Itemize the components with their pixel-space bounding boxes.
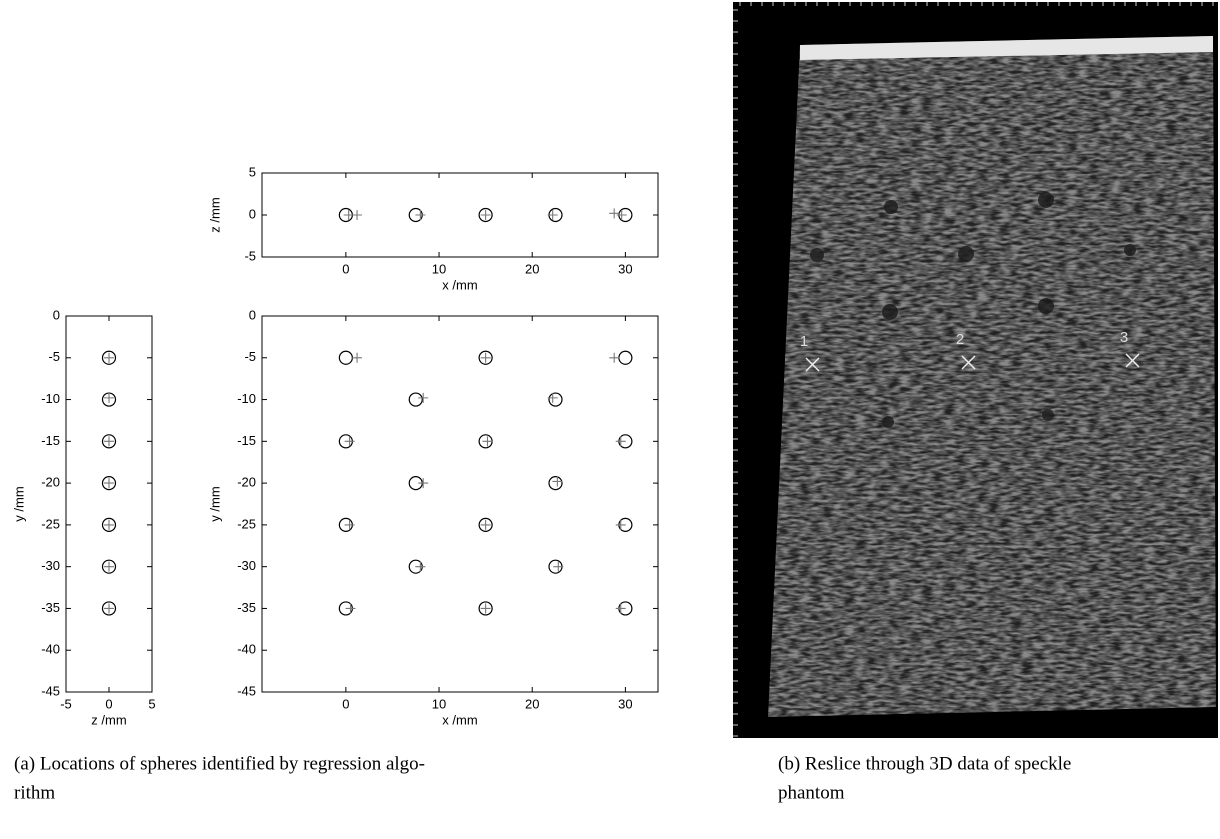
x-axis-label: x /mm [442,277,477,292]
estimate-marker [547,210,558,220]
estimate-marker [104,392,114,403]
sphere-marker [478,517,493,532]
x-tick-label: 20 [525,696,539,711]
estimate-marker [344,436,355,447]
estimate-marker [104,603,114,614]
estimate-marker [609,352,620,363]
sphere-marker [101,476,117,491]
ultrasound-image [733,2,1218,738]
y-tick-label: 0 [249,206,256,221]
x-tick-label: 20 [525,261,539,276]
sphere-marker [101,559,117,574]
y-tick-label: -25 [41,516,60,531]
x-tick-label: 10 [432,261,446,276]
estimate-marker [480,352,491,363]
y-tick-label: 0 [249,307,256,322]
y-tick-label: -25 [237,516,256,531]
estimate-marker [415,561,426,572]
axes-box [65,315,153,693]
y-tick-label: -35 [237,600,256,615]
estimate-marker [615,519,626,530]
y-axis-label: z /mm [207,197,222,232]
sphere-label: 3 [1120,329,1128,346]
y-tick-label: -35 [41,600,60,615]
x-tick-label: 10 [432,696,446,711]
estimate-marker [480,603,491,614]
estimate-marker [552,476,563,487]
x-tick-label: -5 [60,696,72,711]
y-tick-label: 0 [53,307,60,322]
y-axis-label: y /mm [207,486,222,521]
estimate-marker [418,392,429,403]
y-tick-label: -40 [237,642,256,657]
y-tick-label: -45 [41,683,60,698]
sphere-marker [408,392,423,407]
sphere-marker [478,350,493,365]
sphere-marker [478,207,493,223]
estimate-marker [104,352,114,363]
sphere-marker [101,350,117,365]
axes-box [261,315,659,693]
y-tick-label: -10 [41,391,60,406]
estimate-marker [615,603,626,614]
x-tick-label: 30 [618,696,632,711]
estimate-marker [480,519,491,530]
sphere-marker [548,476,563,491]
y-tick-label: -15 [237,433,256,448]
sphere-label: 2 [956,331,964,348]
estimate-marker [104,561,114,572]
estimate-marker [352,352,363,363]
y-tick-label: -5 [48,349,60,364]
estimate-marker [553,561,564,572]
y-tick-label: -5 [244,349,256,364]
estimate-marker [418,478,429,489]
y-tick-label: -20 [237,475,256,490]
sphere-marker [548,392,563,407]
estimate-marker [615,436,626,447]
sphere-label: 1 [800,333,808,350]
y-tick-label: -40 [41,642,60,657]
x-tick-label: 30 [618,261,632,276]
y-tick-label: -30 [237,558,256,573]
y-tick-label: 5 [249,164,256,179]
axes-box [261,172,659,258]
estimate-marker [104,478,114,489]
estimate-marker [104,436,114,447]
y-tick-label: -20 [41,475,60,490]
sphere-marker [101,517,117,532]
y-tick-label: -15 [41,433,60,448]
sphere-marker [101,601,117,616]
x-axis-label: x /mm [442,712,477,727]
x-axis-label: z /mm [91,712,126,727]
estimate-marker [482,436,493,447]
estimate-marker [345,603,356,614]
estimate-marker [104,519,114,530]
estimate-marker [480,210,491,220]
estimate-marker [352,210,363,220]
x-tick-label: 5 [148,696,155,711]
caption: (a) Locations of spheres identified by r… [14,753,425,774]
y-tick-label: -10 [237,391,256,406]
y-tick-label: -30 [41,558,60,573]
estimate-marker [344,519,355,530]
estimate-marker [609,208,620,219]
caption: rithm [14,782,55,803]
sphere-marker [101,434,117,449]
estimate-marker [547,392,558,403]
x-tick-label: 0 [342,696,349,711]
y-tick-label: -5 [244,248,256,263]
sphere-marker [478,601,493,616]
caption: phantom [778,782,845,803]
x-tick-label: 0 [342,261,349,276]
estimate-marker [343,210,354,220]
x-tick-label: 0 [105,696,112,711]
y-axis-label: y /mm [11,486,26,521]
estimate-marker [616,210,627,220]
caption: (b) Reslice through 3D data of speckle [778,753,1071,774]
estimate-marker [415,210,426,220]
y-tick-label: -45 [237,683,256,698]
